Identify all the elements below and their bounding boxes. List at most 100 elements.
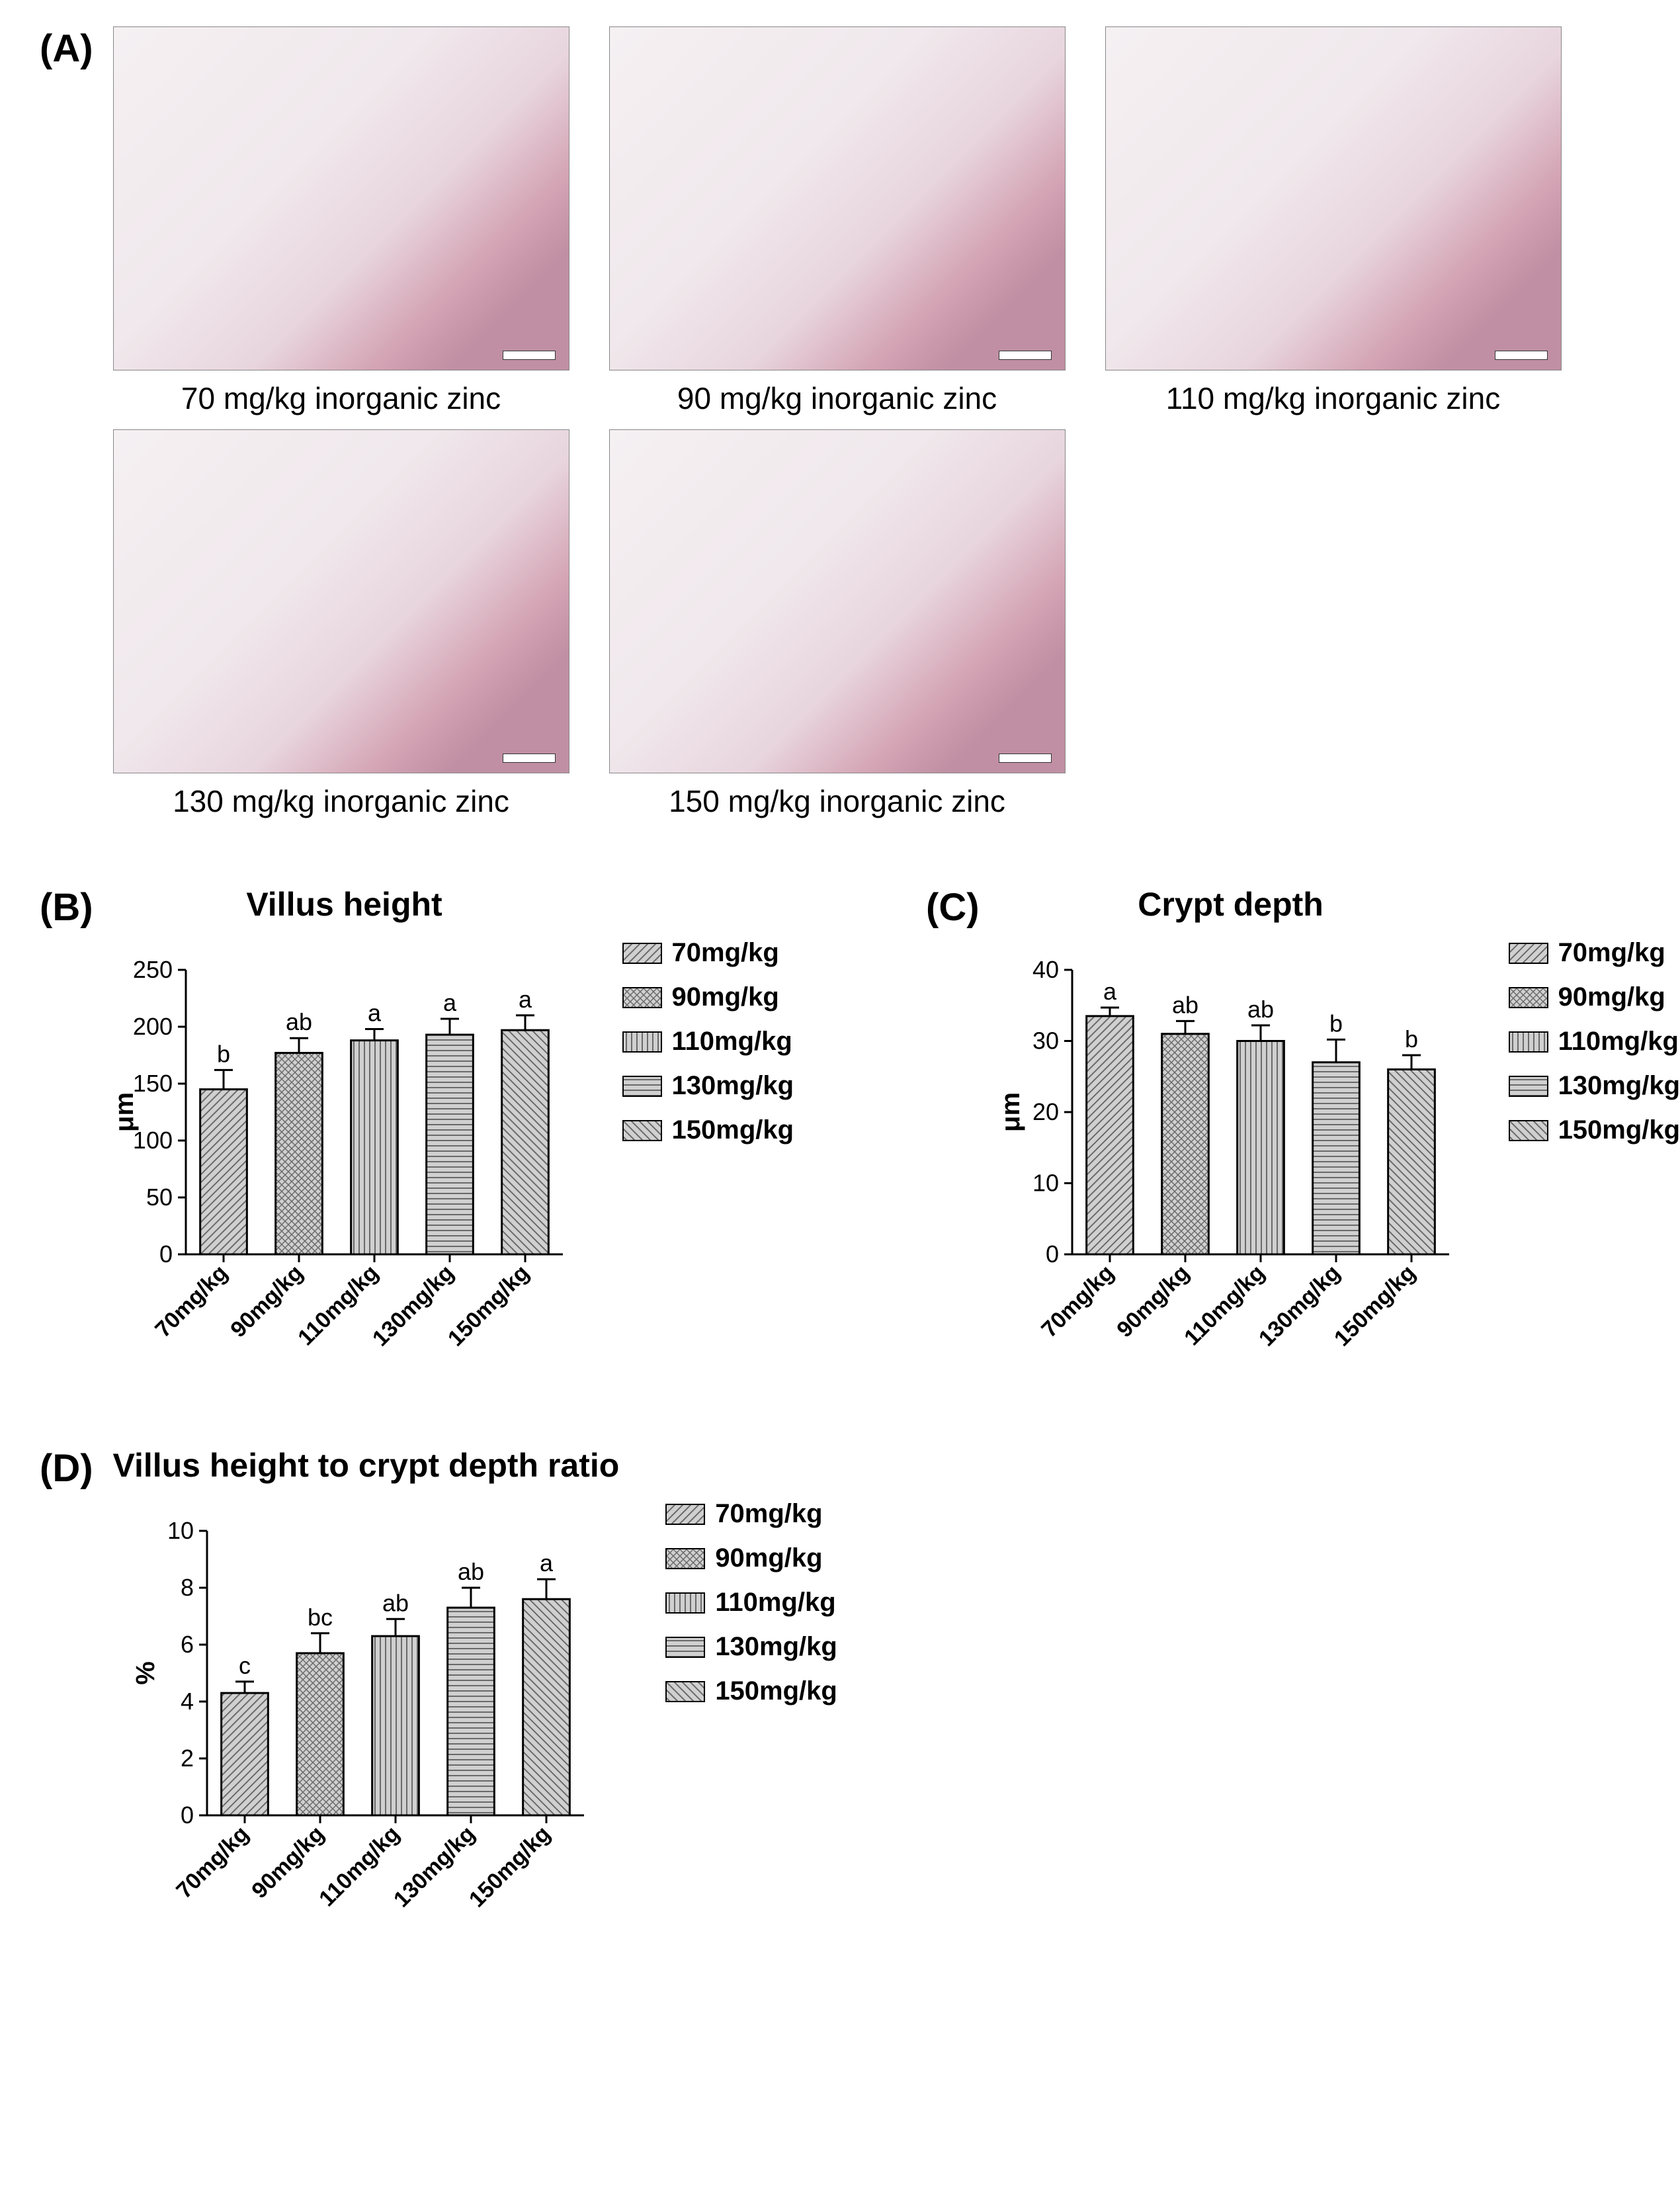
legend-label: 150mg/kg xyxy=(715,1676,837,1706)
legend-swatch xyxy=(665,1504,705,1525)
legend-swatch xyxy=(1509,1076,1548,1097)
legend-item: 70mg/kg xyxy=(665,1499,837,1529)
legend-label: 130mg/kg xyxy=(672,1071,794,1101)
legend-swatch xyxy=(622,1031,662,1053)
svg-text:a: a xyxy=(540,1549,554,1577)
histology-image xyxy=(113,429,569,773)
svg-text:70mg/kg: 70mg/kg xyxy=(150,1260,232,1342)
svg-text:ab: ab xyxy=(285,1008,312,1035)
panel-d: (D) Villus height to crypt depth ratio 0… xyxy=(40,1446,837,1928)
chart-c-title: Crypt depth xyxy=(1138,885,1323,924)
svg-text:130mg/kg: 130mg/kg xyxy=(1253,1260,1345,1352)
legend-item: 130mg/kg xyxy=(622,1071,794,1101)
histology-image xyxy=(609,429,1066,773)
legend-swatch xyxy=(622,987,662,1008)
svg-text:6: 6 xyxy=(181,1631,194,1658)
panel-a-label: (A) xyxy=(40,26,93,71)
svg-text:2: 2 xyxy=(181,1745,194,1772)
chart-c: 010203040μma70mg/kgab90mg/kgab110mg/kgb1… xyxy=(999,937,1462,1367)
panel-b: (B) Villus height 050100150200250μmb70mg… xyxy=(40,885,794,1367)
panel-c-label: (C) xyxy=(926,885,980,929)
svg-text:110mg/kg: 110mg/kg xyxy=(315,1821,405,1911)
legend-swatch xyxy=(665,1592,705,1614)
legend-item: 150mg/kg xyxy=(1509,1115,1680,1145)
histology-image xyxy=(113,26,569,370)
legend-label: 70mg/kg xyxy=(715,1499,822,1529)
svg-text:250: 250 xyxy=(132,956,172,983)
legend-swatch xyxy=(1509,987,1548,1008)
panel-row-d: (D) Villus height to crypt depth ratio 0… xyxy=(40,1446,1640,1928)
svg-text:0: 0 xyxy=(1046,1240,1059,1268)
svg-text:μm: μm xyxy=(999,1092,1025,1132)
svg-text:a: a xyxy=(1103,978,1117,1005)
svg-text:c: c xyxy=(239,1652,251,1679)
chart-d: 0246810%c70mg/kgbc90mg/kgab110mg/kgab130… xyxy=(134,1498,597,1928)
legend-c: 70mg/kg90mg/kg110mg/kg130mg/kg150mg/kg xyxy=(1509,938,1680,1145)
legend-item: 110mg/kg xyxy=(1509,1027,1680,1057)
panel-row-bc: (B) Villus height 050100150200250μmb70mg… xyxy=(40,885,1640,1367)
histology-image xyxy=(1105,26,1562,370)
svg-text:70mg/kg: 70mg/kg xyxy=(172,1821,254,1903)
svg-text:ab: ab xyxy=(1172,991,1198,1018)
legend-label: 70mg/kg xyxy=(672,938,779,968)
legend-b: 70mg/kg90mg/kg110mg/kg130mg/kg150mg/kg xyxy=(622,938,794,1145)
chart-d-title: Villus height to crypt depth ratio xyxy=(113,1446,620,1485)
histology-image xyxy=(609,26,1066,370)
legend-item: 110mg/kg xyxy=(622,1027,794,1057)
histology-grid: 70 mg/kg inorganic zinc 90 mg/kg inorgan… xyxy=(113,26,1562,832)
svg-text:bc: bc xyxy=(308,1604,333,1631)
legend-swatch xyxy=(1509,1120,1548,1141)
legend-swatch xyxy=(622,1120,662,1141)
svg-text:a: a xyxy=(519,986,532,1013)
svg-text:110mg/kg: 110mg/kg xyxy=(1179,1260,1269,1350)
panel-c: (C) Crypt depth 010203040μma70mg/kgab90m… xyxy=(926,885,1680,1367)
svg-text:200: 200 xyxy=(132,1013,172,1040)
histology-item: 90 mg/kg inorganic zinc xyxy=(609,26,1066,416)
svg-text:30: 30 xyxy=(1032,1027,1059,1055)
svg-text:%: % xyxy=(134,1661,160,1685)
legend-item: 130mg/kg xyxy=(665,1632,837,1662)
svg-text:ab: ab xyxy=(382,1589,409,1616)
svg-text:20: 20 xyxy=(1032,1098,1059,1125)
histology-caption: 110 mg/kg inorganic zinc xyxy=(1166,380,1500,416)
svg-text:4: 4 xyxy=(181,1688,194,1715)
svg-text:b: b xyxy=(1405,1025,1418,1053)
legend-label: 110mg/kg xyxy=(672,1027,792,1057)
legend-d: 70mg/kg 90mg/kg 110mg/kg 130mg/kg 150mg/kg xyxy=(665,1499,837,1706)
panel-a: (A) 70 mg/kg inorganic zinc 90 mg/kg ino… xyxy=(40,26,1640,832)
legend-label: 150mg/kg xyxy=(1558,1115,1680,1145)
legend-label: 110mg/kg xyxy=(1558,1027,1679,1057)
panel-d-label: (D) xyxy=(40,1446,93,1490)
svg-text:110mg/kg: 110mg/kg xyxy=(293,1260,383,1350)
svg-text:ab: ab xyxy=(458,1558,484,1585)
svg-text:a: a xyxy=(443,989,457,1016)
svg-text:μm: μm xyxy=(113,1092,139,1132)
legend-swatch xyxy=(1509,1031,1548,1053)
svg-text:150mg/kg: 150mg/kg xyxy=(464,1821,556,1913)
legend-label: 90mg/kg xyxy=(715,1543,822,1573)
histology-caption: 150 mg/kg inorganic zinc xyxy=(669,783,1005,819)
svg-text:40: 40 xyxy=(1032,956,1059,983)
histology-caption: 90 mg/kg inorganic zinc xyxy=(677,380,997,416)
histology-caption: 130 mg/kg inorganic zinc xyxy=(173,783,509,819)
legend-label: 110mg/kg xyxy=(715,1588,835,1618)
legend-swatch xyxy=(622,943,662,964)
legend-swatch xyxy=(1509,943,1548,964)
legend-label: 90mg/kg xyxy=(1558,982,1665,1012)
legend-item: 70mg/kg xyxy=(1509,938,1680,968)
legend-swatch xyxy=(665,1681,705,1702)
chart-b-title: Villus height xyxy=(246,885,442,924)
svg-text:150mg/kg: 150mg/kg xyxy=(1329,1260,1420,1352)
legend-label: 90mg/kg xyxy=(672,982,779,1012)
svg-text:130mg/kg: 130mg/kg xyxy=(389,1821,480,1913)
legend-swatch xyxy=(665,1637,705,1658)
legend-item: 90mg/kg xyxy=(1509,982,1680,1012)
svg-text:50: 50 xyxy=(146,1184,172,1211)
panel-b-label: (B) xyxy=(40,885,93,929)
legend-label: 130mg/kg xyxy=(715,1632,837,1662)
histology-item: 130 mg/kg inorganic zinc xyxy=(113,429,569,819)
svg-text:130mg/kg: 130mg/kg xyxy=(367,1260,458,1352)
svg-text:ab: ab xyxy=(1247,996,1274,1023)
histology-caption: 70 mg/kg inorganic zinc xyxy=(181,380,501,416)
legend-item: 90mg/kg xyxy=(665,1543,837,1573)
